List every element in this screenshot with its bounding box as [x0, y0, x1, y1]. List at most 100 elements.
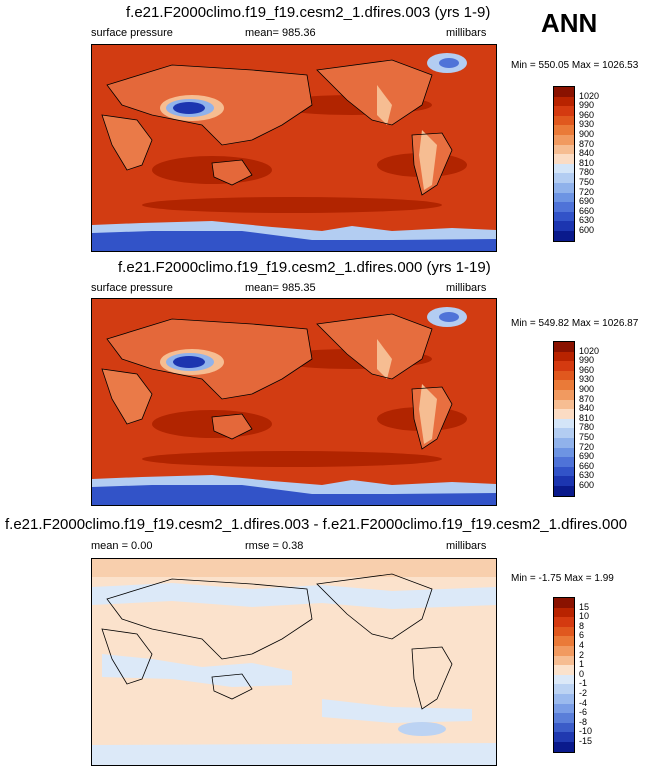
panel-2-colorbar-swatch [554, 418, 574, 429]
panel-2-colorbar-box [553, 341, 575, 497]
panel-1-colorbar-swatch [554, 106, 574, 116]
panel-1-colorbar-swatch [554, 154, 574, 164]
panel-3-colorbar-label: -2 [579, 688, 588, 698]
panel-2-colorbar-label: 870 [579, 393, 595, 404]
panel-3-units-label: millibars [446, 540, 487, 552]
panel-3-colorbar-swatch [554, 665, 574, 675]
panel-3-colorbar-swatch [554, 617, 574, 627]
panel-1-colorbar-label: 600 [579, 225, 595, 235]
panel-2-colorbar-label: 690 [579, 451, 595, 462]
panel-2-australia-land [212, 414, 252, 439]
panel-3-colorbar-swatch [554, 598, 574, 608]
panel-2-africa-land [102, 369, 152, 424]
panel-1-map-canvas [92, 45, 496, 251]
panel-3-colorbar-label: -8 [579, 716, 588, 727]
panel-3-colorbar-label: -15 [579, 736, 593, 746]
panel-3-colorbar-label: 6 [579, 630, 585, 641]
panel-1-colorbar-swatch [554, 115, 574, 126]
panel-3-tropical-negative-band [102, 654, 292, 687]
panel-2-colorbar-swatch [554, 409, 574, 419]
panel-3-colorbar-swatch [554, 741, 574, 752]
panel-1-colorbar-swatch [554, 134, 574, 145]
panel-2-colorbar-label: 810 [579, 412, 595, 423]
panel-1-colorbar-label: 810 [579, 157, 595, 168]
panel-1-units-label: millibars [446, 27, 487, 39]
panel-3-colorbar-swatch [554, 636, 574, 646]
panel-1-colorbar-label: 690 [579, 196, 595, 207]
panel-3-colorbar-swatch [554, 703, 574, 714]
panel-2-colorbar-swatch [554, 447, 574, 458]
panel-3-colorbar-label: 4 [579, 640, 585, 650]
panel-2-colorbar-swatch [554, 428, 574, 438]
panel-3-colorbar-label: -10 [579, 726, 593, 737]
panel-1-colorbar-label: 780 [579, 167, 595, 178]
panel-1-colorbar-swatch [554, 230, 574, 241]
panel-1-colorbar-swatch [554, 144, 574, 155]
panel-1-minmax: Min = 550.05 Max = 1026.53 [511, 60, 639, 71]
panel-3-southern-negative-core [398, 722, 446, 736]
panel-2-colorbar-label: 660 [579, 460, 595, 471]
panel-2-colorbar-swatch [554, 361, 574, 371]
panel-2-colorbar-label: 960 [579, 364, 595, 375]
panel-3-colorbar-label: 15 [579, 601, 590, 612]
panel-1-colorbar-label: 990 [579, 100, 595, 111]
panel-2-colorbar-swatch [554, 485, 574, 496]
panel-3-colorbar-swatch [554, 722, 574, 733]
panel-2-colorbar-swatch [554, 476, 574, 486]
panel-1-colorbar-label: 1020 [579, 90, 600, 101]
panel-2-colorbar-swatch [554, 351, 574, 362]
panel-1-colorbar-swatch [554, 163, 574, 174]
panel-2-colorbar-swatch [554, 466, 574, 477]
panel-3-antarctic-negative-band [92, 743, 496, 765]
panel-1-africa-land [102, 115, 152, 170]
panel-2-colorbar-label: 930 [579, 374, 595, 385]
panel-2-rockies [377, 339, 392, 379]
panel-1-colorbar-label: 960 [579, 109, 595, 120]
panel-1-north-america-land [317, 60, 432, 125]
panel-2-colorbar-label: 750 [579, 432, 595, 442]
panel-1-colorbar-label: 660 [579, 205, 595, 216]
panel-2-southern-high-band [142, 451, 442, 467]
panel-3-southern-negative-band [322, 699, 472, 723]
season-label: ANN [541, 8, 598, 38]
panel-3-colorbar-swatch [554, 607, 574, 618]
panel-1-coastlines [101, 59, 453, 196]
panel-1-colorbar-label: 720 [579, 186, 595, 197]
panel-3-arctic-positive [92, 559, 496, 577]
panel-1-colorbar-box [553, 86, 575, 242]
panel-3-colorbar-label: 2 [579, 649, 585, 660]
panel-2-colorbar-label: 990 [579, 355, 595, 366]
panel-3-rmse-label: rmse = 0.38 [245, 540, 304, 552]
panel-3-colorbar-swatch [554, 626, 574, 637]
panel-1-high-pressure-indian [152, 156, 272, 184]
panel-1-colorbar-swatch [554, 125, 574, 135]
panel-2-colorbar-swatch [554, 389, 574, 400]
panel-2-antarctica-core [92, 485, 496, 505]
panel-2-colorbar-swatch [554, 380, 574, 390]
panel-2-andes [419, 384, 437, 444]
panel-3-colorbar-label: -6 [579, 707, 588, 718]
panel-2-colorbar-label: 630 [579, 470, 595, 481]
panel-1-colorbar-swatch [554, 192, 574, 203]
panel-2-colorbar-swatch [554, 437, 574, 448]
panel-2-colorbar-label: 1020 [579, 345, 600, 356]
panel-1-colorbar-label: 930 [579, 119, 595, 130]
panel-2-north-america-land [317, 314, 432, 379]
panel-1-greenland-core [439, 58, 459, 68]
panel-1-colorbar-label: 840 [579, 148, 595, 159]
panel-2-variable-label: surface pressure [91, 282, 173, 294]
panel-1-title: f.e21.F2000climo.f19_f19.cesm2_1.dfires.… [126, 4, 491, 21]
panel-3-colorbar-label: 0 [579, 668, 585, 679]
panel-1-colorbar-label: 750 [579, 177, 595, 187]
panel-2-colorbar-swatch [554, 457, 574, 467]
panel-1-rockies [377, 85, 392, 125]
panel-2-colorbar-label: 900 [579, 384, 595, 394]
panel-3-colorbar-swatch [554, 674, 574, 685]
panel-2-minmax: Min = 549.82 Max = 1026.87 [511, 318, 639, 329]
panel-2-high-pressure-indian [152, 410, 272, 438]
panel-1-colorbar-swatch [554, 182, 574, 193]
panel-3-minmax: Min = -1.75 Max = 1.99 [511, 573, 614, 584]
panel-3-colorbar-swatch [554, 693, 574, 704]
panel-3-north-negative-band [92, 583, 496, 609]
panel-2-colorbar-swatch [554, 342, 574, 352]
